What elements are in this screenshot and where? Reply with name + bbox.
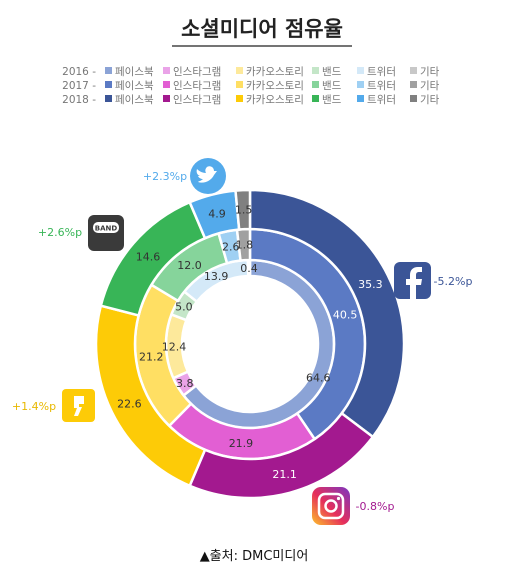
facebook-change-label: -5.2%p (434, 275, 473, 288)
legend-swatch (312, 67, 319, 74)
legend-swatch (236, 95, 243, 102)
legend-year: 2016 - (62, 66, 96, 78)
instagram-icon (312, 487, 350, 525)
legend-label: 밴드 (322, 66, 342, 78)
legend-label: 트위터 (367, 65, 396, 78)
ring-2017-label: 21.2 (139, 350, 164, 363)
ring-2018-label: 4.9 (208, 208, 226, 221)
legend-swatch (163, 95, 170, 102)
ring-2018-label: 22.6 (117, 398, 142, 411)
instagram-change-label: -0.8%p (356, 500, 395, 513)
ring-2016-label: 3.8 (176, 377, 194, 390)
source-note: ▲출처: DMC미디어 (200, 549, 309, 564)
ring-2016-label: 5.0 (175, 300, 193, 313)
legend-label: 카카오스토리 (246, 66, 304, 78)
legend-swatch (357, 95, 364, 102)
legend-label: 인스타그램 (173, 66, 221, 78)
ring-2018-label: 21.1 (272, 468, 297, 481)
ring-2018-label: 1.5 (235, 204, 253, 217)
legend-swatch (410, 81, 417, 88)
ring-segment (234, 188, 252, 231)
svg-text:BAND: BAND (95, 225, 118, 233)
ring-segment (248, 188, 406, 439)
legend-swatch (105, 95, 112, 102)
facebook-icon (394, 262, 431, 299)
legend-swatch (410, 95, 417, 102)
legend-swatch (105, 81, 112, 88)
twitter-change-label: +2.3%p (143, 170, 187, 183)
legend-label: 트위터 (367, 79, 396, 92)
ring-2016-label: 0.4 (240, 262, 258, 275)
legend-year: 2017 - (62, 80, 96, 92)
legend-label: 페이스북 (115, 66, 154, 78)
band-change-label: +2.6%p (38, 226, 82, 239)
kakaostory-change-label: +1.4%p (12, 400, 56, 413)
ring-2017-label: 2.6 (222, 240, 240, 253)
legend-label: 기타 (420, 66, 440, 78)
legend-swatch (163, 81, 170, 88)
ring-2016-label: 64.6 (306, 372, 331, 385)
chart-title: 소셜미디어 점유율 (181, 17, 343, 41)
segment-labels: 64.6 3.8 12.4 5.0 13.9 0.4 40.5 21.9 21.2 12.0 2.6… (117, 204, 383, 481)
legend-label: 카카오스토리 (246, 94, 304, 106)
legend-swatch (357, 81, 364, 88)
donut-rings (94, 188, 406, 500)
ring-2016-label: 12.4 (162, 340, 187, 353)
legend-label: 페이스북 (115, 80, 154, 92)
legend-year: 2018 - (62, 94, 96, 106)
ring-2018-label: 14.6 (136, 250, 161, 263)
twitter-icon (190, 158, 226, 194)
legend-label: 트위터 (367, 93, 396, 106)
legend-label: 기타 (420, 80, 440, 92)
legend-label: 인스타그램 (173, 80, 221, 92)
ring-2017-label: 40.5 (333, 309, 358, 322)
ring-2017-label: 1.8 (236, 239, 254, 252)
legend-swatch (236, 67, 243, 74)
ring-2018-label: 35.3 (358, 278, 383, 291)
legend-label: 인스타그램 (173, 94, 221, 106)
band-icon: BAND (88, 215, 124, 251)
legend-label: 페이스북 (115, 94, 154, 106)
legend-swatch (163, 67, 170, 74)
ring-2017-label: 21.9 (229, 437, 254, 450)
kakaostory-icon (62, 389, 95, 422)
legend-swatch (236, 81, 243, 88)
legend-swatch (105, 67, 112, 74)
legend-swatch (312, 81, 319, 88)
legend-swatch (410, 67, 417, 74)
legend-label: 밴드 (322, 80, 342, 92)
legend-label: 카카오스토리 (246, 80, 304, 92)
ring-2016-label: 13.9 (204, 270, 229, 283)
legend-swatch (357, 67, 364, 74)
ring-2017-label: 12.0 (177, 259, 202, 272)
legend-label: 기타 (420, 94, 440, 106)
legend-swatch (312, 95, 319, 102)
legend-label: 밴드 (322, 94, 342, 106)
